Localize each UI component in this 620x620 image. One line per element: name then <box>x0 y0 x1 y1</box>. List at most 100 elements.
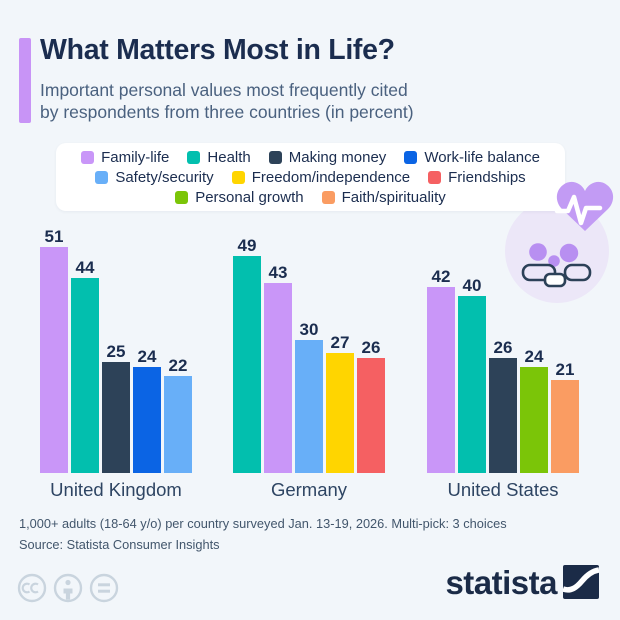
bar-value-label: 44 <box>75 258 95 277</box>
legend-item: Friendships <box>428 169 526 186</box>
legend-label: Freedom/independence <box>251 168 411 186</box>
bar-value-label: 25 <box>106 342 126 361</box>
bar-column: 22 <box>164 357 192 473</box>
country-label: United States <box>447 479 559 500</box>
bar-health <box>233 256 261 473</box>
legend-item: Personal growth <box>175 188 304 206</box>
page-title: What Matters Most in Life? <box>40 34 395 66</box>
legend-item: Safety/security <box>95 168 214 186</box>
bar-column: 21 <box>551 361 579 473</box>
heart-pulse-icon <box>554 181 614 231</box>
country-group: 51 44 25 24 22 United Kingdom <box>40 220 192 501</box>
bar-value-label: 21 <box>555 360 575 379</box>
legend-swatch-icon <box>428 170 442 184</box>
legend-swatch-icon <box>81 150 95 164</box>
legend-swatch-icon <box>95 170 109 184</box>
bar-column: 27 <box>326 334 354 473</box>
legend-row: Safety/security Freedom/independence Frien… <box>86 167 534 187</box>
bar-value-label: 51 <box>44 227 64 246</box>
bar-column: 25 <box>102 343 130 473</box>
bar-column: 49 <box>233 237 261 473</box>
legend-swatch-icon <box>321 190 335 204</box>
bar-family-life <box>427 287 455 473</box>
bar-friendships <box>357 358 385 473</box>
bar-value-label: 40 <box>462 276 482 295</box>
bar-value-label: 27 <box>330 333 350 352</box>
legend-swatch-icon <box>404 150 418 164</box>
legend-label: Personal growth <box>195 188 304 206</box>
legend-label: Faith/spirituality <box>341 188 446 206</box>
bar-value-label: 26 <box>493 338 513 357</box>
legend-swatch-icon <box>175 190 189 204</box>
bar-family-life <box>264 283 292 473</box>
bar-making-money <box>489 358 517 473</box>
bar-column: 42 <box>427 268 455 473</box>
legend-item: Family-life <box>81 149 169 166</box>
legend-label: Safety/security <box>115 168 214 186</box>
legend-label: Health <box>207 148 251 166</box>
country-group: 49 43 30 27 26 Germany <box>233 220 385 501</box>
bar-column: 43 <box>264 264 292 473</box>
bars-row: 42 40 26 24 21 <box>427 220 579 473</box>
bar-personal-growth <box>520 367 548 473</box>
legend-item: Work-life balance <box>404 149 540 166</box>
bar-column: 30 <box>295 321 323 473</box>
cc-icon <box>17 573 47 603</box>
bar-value-label: 24 <box>137 347 157 366</box>
bars-row: 49 43 30 27 26 <box>233 220 385 473</box>
bar-value-label: 30 <box>299 320 319 339</box>
bar-value-label: 24 <box>524 347 544 366</box>
legend-item: Health <box>187 148 251 166</box>
statista-logo-mark <box>563 565 599 599</box>
bar-column: 51 <box>40 228 68 473</box>
statista-logo[interactable]: statista <box>445 565 599 599</box>
legend-row: Personal growth Faith/spirituality <box>166 187 455 207</box>
legend-swatch-icon <box>187 150 201 164</box>
legend-label: Making money <box>288 148 387 166</box>
statista-wordmark: statista <box>445 563 557 601</box>
bars-row: 51 44 25 24 22 <box>40 220 192 473</box>
legend-item: Faith/spirituality <box>321 188 446 206</box>
bar-freedom-independence <box>326 353 354 473</box>
family-icon <box>521 243 592 288</box>
legend: Family-life Health Making money Work-life b… <box>56 143 565 211</box>
bar-safety-security <box>164 376 192 473</box>
legend-swatch-icon <box>231 170 245 184</box>
legend-label: Family-life <box>101 148 170 166</box>
bar-safety-security <box>295 340 323 473</box>
title-accent-bar <box>19 38 31 123</box>
equals-icon <box>89 573 119 603</box>
legend-item: Freedom/independence <box>231 168 411 186</box>
bar-column: 24 <box>133 348 161 473</box>
bar-column: 40 <box>458 277 486 473</box>
bar-value-label: 49 <box>237 236 257 255</box>
source-note: Source: Statista Consumer Insights <box>19 537 220 552</box>
legend-row: Family-life Health Making money Work-life b… <box>72 147 549 167</box>
country-label: United Kingdom <box>50 479 182 500</box>
attribution-icon <box>53 573 83 603</box>
legend-label: Work-life balance <box>424 148 540 166</box>
bar-column: 26 <box>357 339 385 473</box>
bar-health <box>71 278 99 473</box>
survey-note: 1,000+ adults (18-64 y/o) per country su… <box>19 516 507 531</box>
page-subtitle: Important personal values most frequentl… <box>40 80 414 123</box>
bar-family-life <box>40 247 68 473</box>
bar-column: 24 <box>520 348 548 473</box>
legend-item: Making money <box>268 148 387 166</box>
bar-value-label: 43 <box>268 263 288 282</box>
bar-value-label: 26 <box>361 338 381 357</box>
legend-swatch-icon <box>268 150 282 164</box>
bar-value-label: 22 <box>168 356 188 375</box>
bar-work-life-balance <box>133 367 161 473</box>
country-label: Germany <box>270 479 348 500</box>
bar-column: 44 <box>71 259 99 473</box>
legend-label: Friendships <box>448 168 526 186</box>
bar-health <box>458 296 486 473</box>
country-group: 42 40 26 24 21 United States <box>427 220 579 501</box>
cc-license-badges[interactable] <box>17 572 121 604</box>
bar-column: 26 <box>489 339 517 473</box>
bar-making-money <box>102 362 130 473</box>
bar-value-label: 42 <box>431 267 451 286</box>
bar-faith-spirituality <box>551 380 579 473</box>
